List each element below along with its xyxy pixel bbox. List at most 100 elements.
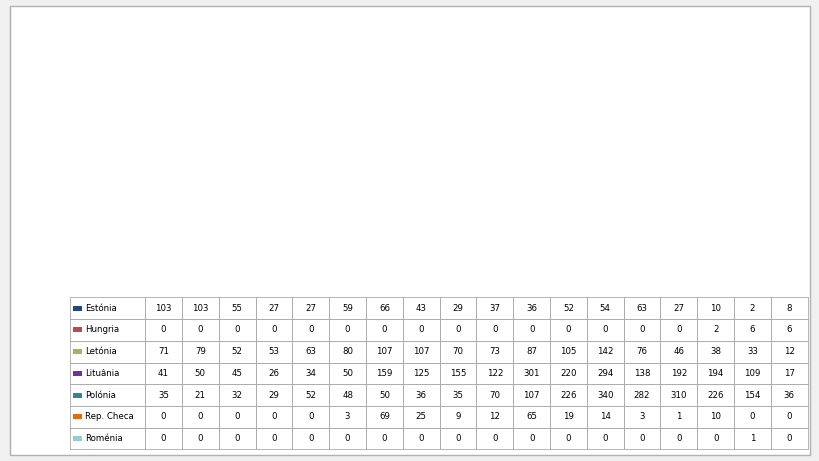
Text: 1: 1 [676, 413, 681, 421]
Text: 0: 0 [455, 434, 460, 443]
Text: 50: 50 [378, 390, 389, 400]
Text: 122: 122 [486, 369, 503, 378]
Text: 0: 0 [234, 413, 240, 421]
Bar [572, 183, 576, 288]
Text: 37: 37 [489, 304, 500, 313]
Bar [576, 71, 581, 288]
Text: 282: 282 [633, 390, 649, 400]
Bar [771, 279, 776, 288]
Bar [91, 236, 95, 288]
Bar [652, 254, 656, 288]
Bar [322, 240, 327, 288]
Text: Letónia: Letónia [85, 347, 117, 356]
Text: 194: 194 [707, 369, 723, 378]
Bar [491, 224, 496, 288]
Text: 21: 21 [195, 390, 206, 400]
Bar [536, 126, 541, 288]
Text: 69: 69 [378, 413, 389, 421]
Text: 17: 17 [783, 369, 794, 378]
Bar [465, 279, 470, 288]
Text: 0: 0 [381, 325, 387, 334]
Bar [456, 198, 460, 288]
Bar [687, 287, 691, 288]
Bar [121, 212, 126, 288]
Text: 12: 12 [489, 413, 500, 421]
Text: 66: 66 [378, 304, 389, 313]
Text: 0: 0 [418, 325, 423, 334]
Text: 226: 226 [707, 390, 723, 400]
Text: 59: 59 [342, 304, 353, 313]
Bar [411, 236, 416, 288]
Text: 0: 0 [528, 434, 534, 443]
Bar [705, 281, 710, 288]
Bar [750, 287, 755, 288]
Text: 54: 54 [599, 304, 610, 313]
Text: 0: 0 [565, 325, 571, 334]
Text: 27: 27 [268, 304, 279, 313]
Bar [736, 208, 741, 288]
Text: 19: 19 [563, 413, 573, 421]
Text: 0: 0 [491, 434, 497, 443]
Bar [762, 282, 767, 288]
Bar [220, 267, 224, 288]
Text: 0: 0 [271, 325, 276, 334]
Text: 0: 0 [308, 434, 313, 443]
Text: 26: 26 [268, 369, 279, 378]
Bar [416, 174, 420, 288]
Text: 14: 14 [599, 413, 610, 421]
Text: 0: 0 [676, 434, 681, 443]
Text: 159: 159 [376, 369, 392, 378]
Text: 87: 87 [526, 347, 536, 356]
Text: 6: 6 [785, 325, 791, 334]
Bar [602, 242, 607, 288]
Bar [211, 249, 215, 288]
Bar [341, 251, 345, 288]
Text: 70: 70 [489, 390, 500, 400]
Text: 107: 107 [523, 390, 539, 400]
Text: Rep. Checa: Rep. Checa [85, 413, 133, 421]
Bar [523, 250, 527, 288]
Text: 36: 36 [783, 390, 794, 400]
Text: 41: 41 [158, 369, 169, 378]
Text: 29: 29 [452, 304, 463, 313]
Bar [425, 282, 430, 288]
Bar [420, 262, 425, 288]
Bar [161, 248, 166, 288]
Bar [626, 286, 630, 288]
Text: 12: 12 [783, 347, 794, 356]
Bar [175, 255, 180, 288]
Bar [586, 278, 590, 288]
Bar [581, 38, 586, 288]
Text: 8: 8 [785, 304, 791, 313]
Bar [336, 171, 341, 288]
Text: 0: 0 [271, 434, 276, 443]
Text: 43: 43 [415, 304, 426, 313]
Bar [376, 196, 380, 288]
Text: 79: 79 [195, 347, 206, 356]
Text: 0: 0 [565, 434, 571, 443]
Bar [665, 287, 670, 288]
Text: 80: 80 [342, 347, 353, 356]
Text: 154: 154 [744, 390, 760, 400]
Text: 45: 45 [232, 369, 242, 378]
Bar [482, 261, 486, 288]
Bar [532, 211, 536, 288]
Text: Roménia: Roménia [85, 434, 123, 443]
Bar [402, 267, 406, 288]
Bar [541, 122, 545, 288]
Text: 0: 0 [234, 325, 240, 334]
Bar [545, 274, 550, 288]
Bar [781, 261, 785, 288]
Bar [642, 268, 647, 288]
Text: 35: 35 [452, 390, 463, 400]
Text: 29: 29 [268, 390, 279, 400]
Text: 65: 65 [526, 413, 536, 421]
Text: 9: 9 [455, 413, 460, 421]
Bar [260, 250, 265, 288]
Bar [95, 258, 100, 288]
Bar [171, 250, 175, 288]
Text: 46: 46 [672, 347, 684, 356]
Text: 340: 340 [596, 390, 613, 400]
Bar [616, 187, 621, 288]
Text: 0: 0 [602, 434, 607, 443]
